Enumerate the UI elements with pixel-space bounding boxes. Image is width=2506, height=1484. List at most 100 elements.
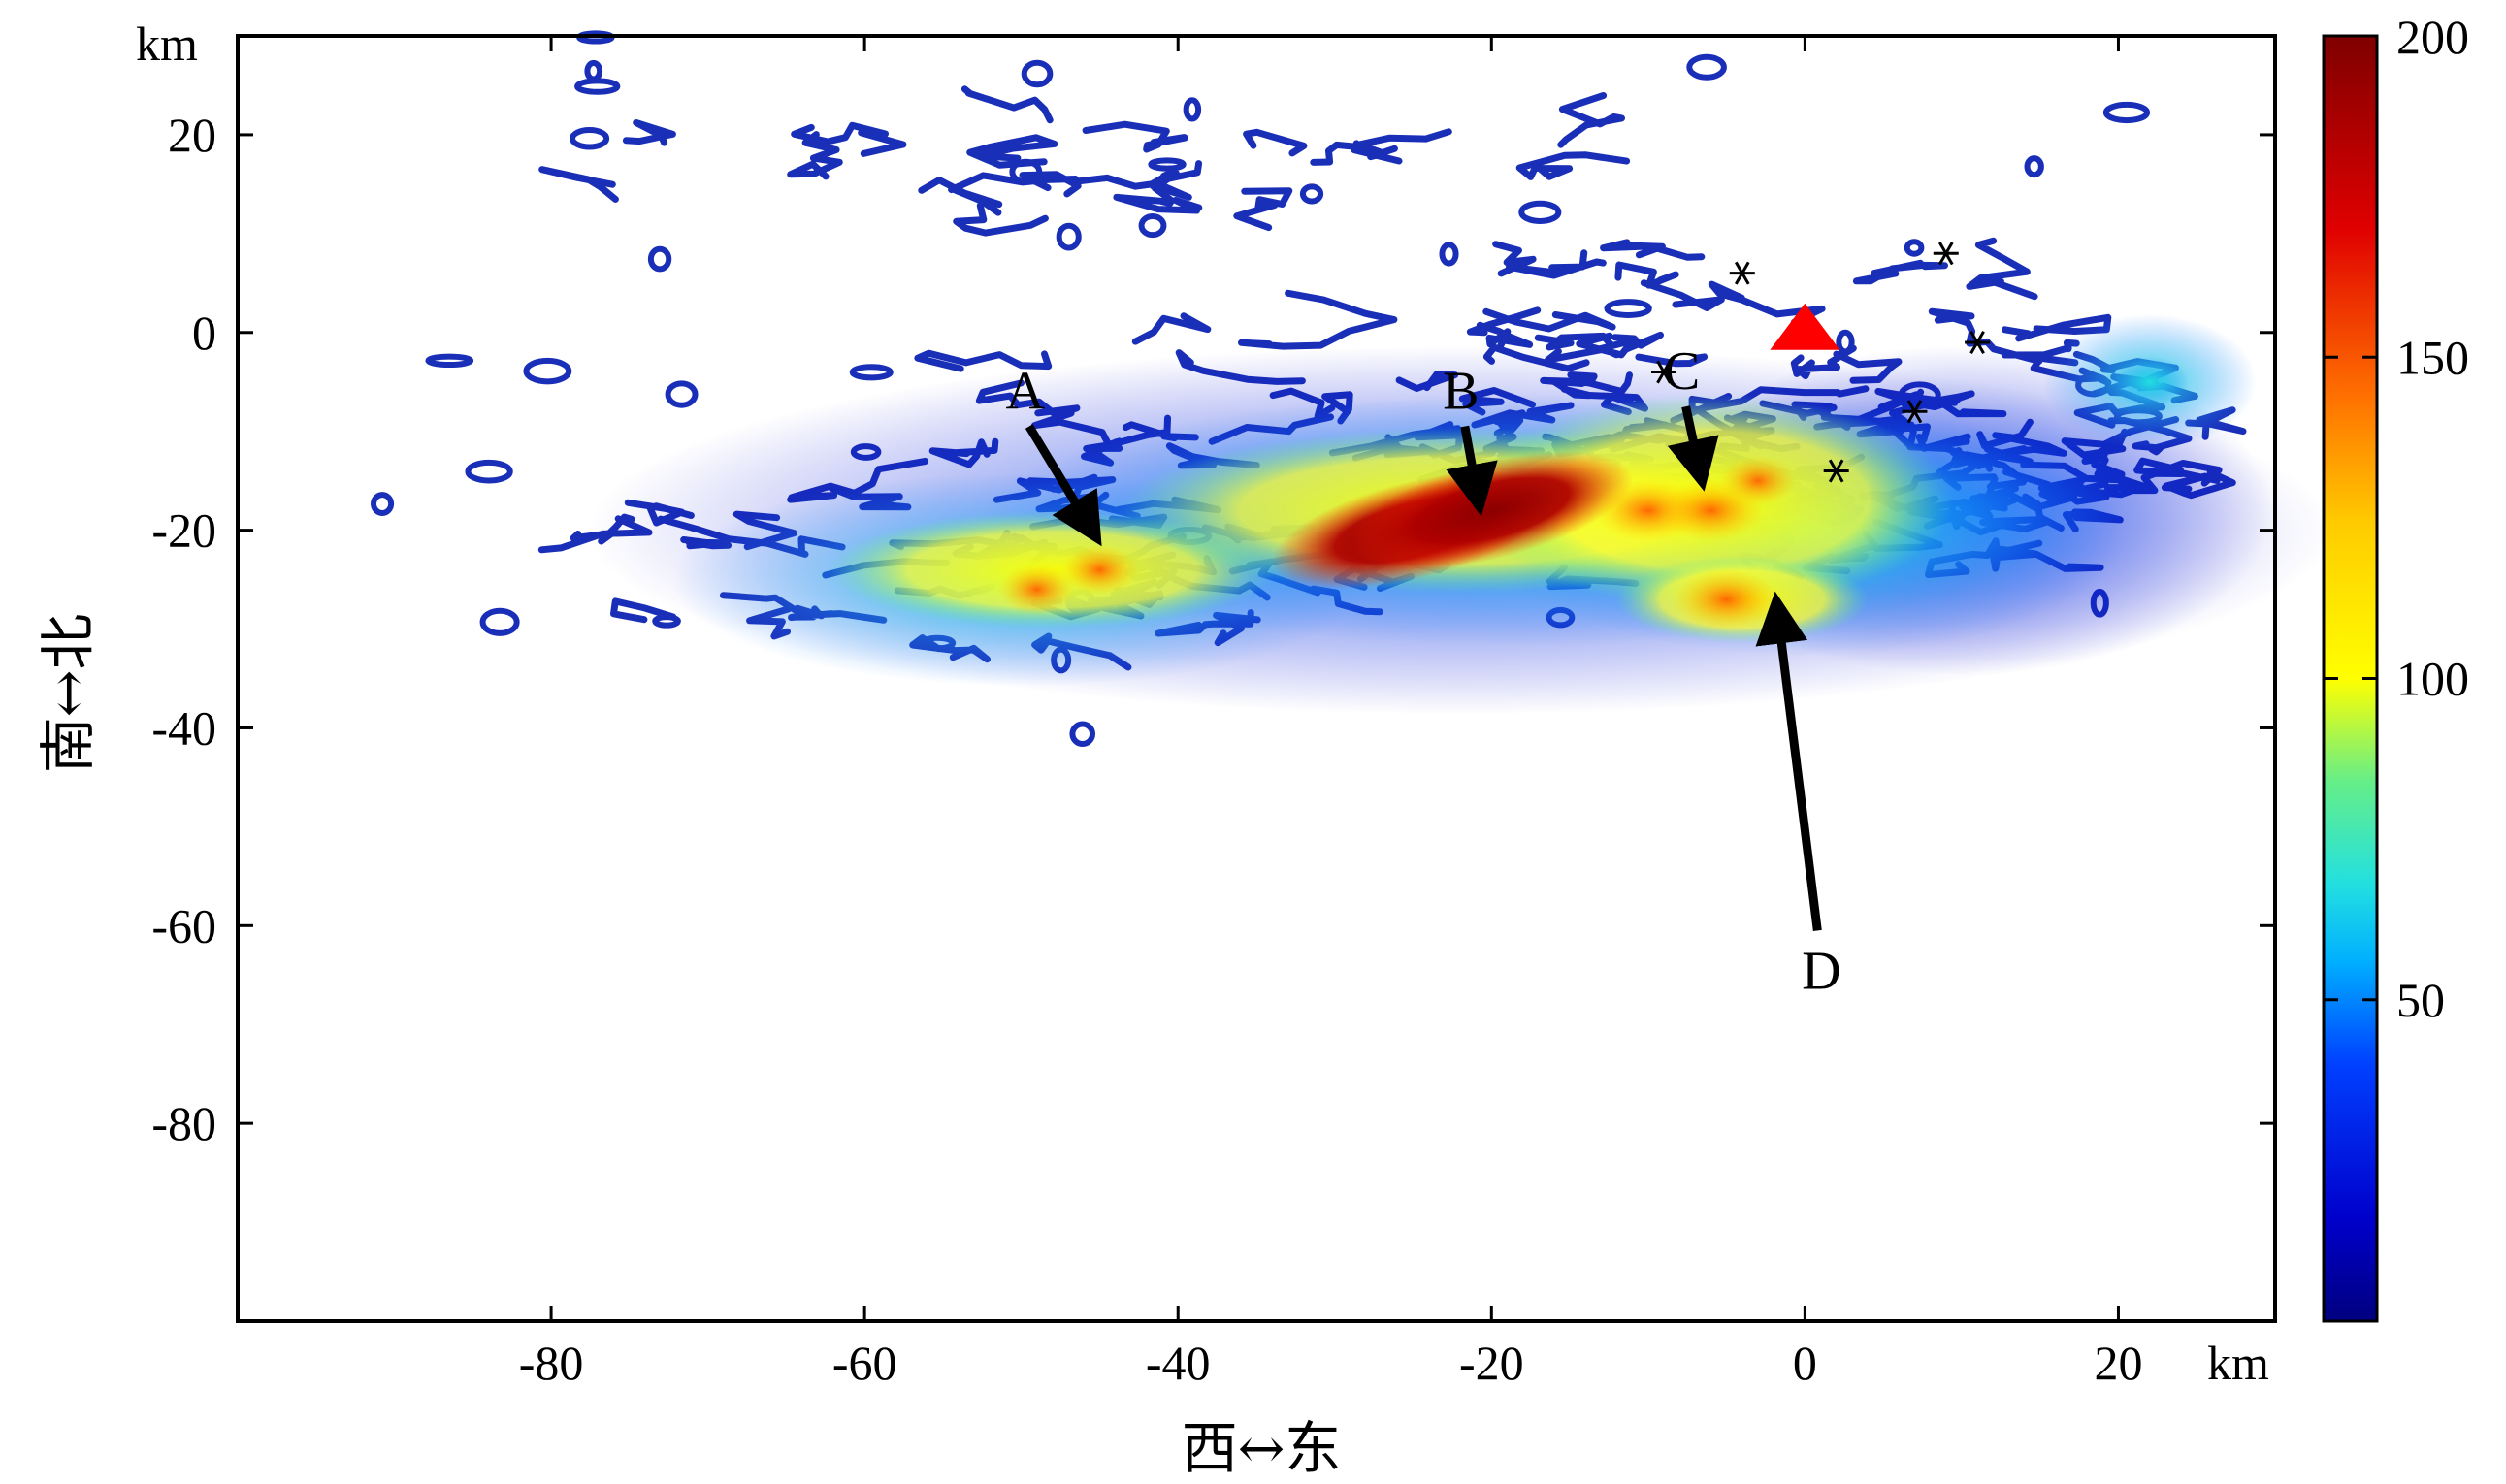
contour-line — [960, 85, 1054, 124]
y-tick-label: 20 — [168, 108, 216, 162]
star-marker — [1933, 242, 1959, 266]
contour-line — [914, 349, 1053, 372]
contour-line — [1476, 321, 1534, 349]
colorbar-tick-label: 200 — [2396, 10, 2469, 64]
contour-line — [1611, 331, 1664, 353]
contour-line — [1506, 249, 1607, 279]
contour-line — [1557, 92, 1625, 148]
annotation-label: B — [1443, 362, 1479, 422]
contour-line — [1515, 151, 1631, 180]
colorbar-tick-label: 100 — [2396, 652, 2469, 706]
x-tick-label: 20 — [2094, 1336, 2142, 1390]
contour-line — [1072, 168, 1177, 190]
plot-frame — [236, 34, 2277, 1323]
star-marker — [1651, 360, 1676, 384]
star-marker — [1965, 330, 1991, 354]
contour-loop — [849, 364, 894, 381]
x-tick-label: -20 — [1459, 1336, 1524, 1390]
star-marker — [1729, 261, 1755, 285]
y-tick-label: -60 — [151, 898, 216, 952]
contour-line — [1482, 307, 1616, 333]
annotation-arrow — [1446, 425, 1498, 517]
star-marker — [1902, 400, 1928, 424]
contour-line — [1233, 187, 1293, 232]
contour-loop — [1148, 157, 1187, 172]
star-marker-stroke — [1906, 400, 1923, 424]
annotation-arrow — [1755, 591, 1822, 931]
contour-line — [1466, 306, 1542, 337]
contour-line — [791, 121, 907, 157]
hotspot — [1060, 544, 1139, 596]
annotation-arrow — [1025, 424, 1102, 547]
annotation-label: C — [1664, 341, 1700, 402]
marker-layer — [1651, 242, 1991, 483]
contour-line — [1708, 280, 1826, 326]
contour-line — [918, 177, 1003, 216]
hotspot — [1718, 455, 1797, 506]
contour-line — [787, 131, 843, 180]
contour-loop — [665, 380, 699, 408]
star-marker-stroke — [1828, 459, 1844, 483]
y-axis-title: 南↔北 — [35, 614, 101, 774]
contour-loop — [1836, 329, 1855, 355]
x-tick-label: -60 — [832, 1336, 897, 1390]
contour-line — [1640, 279, 1725, 311]
contour-line — [1082, 120, 1188, 153]
contour-loop — [479, 607, 520, 636]
contour-loop — [1009, 158, 1043, 185]
contour-line — [953, 202, 1049, 237]
y-tick-label: -40 — [151, 700, 216, 755]
y-tick-label: 0 — [192, 306, 216, 360]
heatmap-layer — [371, 30, 2333, 747]
annotation-arrow — [1667, 405, 1719, 492]
y-tick-label: -80 — [151, 1096, 216, 1150]
contour-loop — [371, 492, 395, 516]
x-tick-label: -80 — [519, 1336, 584, 1390]
colorbar-ticks: 50 100 150 200 — [2324, 10, 2469, 1027]
y-axis: 20 0 -20 -40 -60 -80 — [151, 108, 2275, 1150]
contour-loop — [1021, 59, 1054, 88]
contour-loop — [574, 78, 621, 95]
contour-loop — [1069, 721, 1096, 747]
contour-line — [1600, 239, 1706, 261]
hotspot — [997, 564, 1076, 615]
star-marker-stroke — [1937, 242, 1954, 266]
contour-loop — [465, 459, 513, 484]
contour-line — [1310, 140, 1403, 166]
x-axis-unit: km — [2207, 1336, 2269, 1390]
contour-loop — [1056, 222, 1082, 251]
x-axis-title: 西↔东 — [1182, 1415, 1342, 1481]
hotspot — [2110, 356, 2189, 407]
contour-loop — [425, 353, 474, 368]
contour-line — [610, 597, 677, 624]
contour-loop — [1686, 53, 1727, 81]
contour-line — [966, 134, 1058, 169]
contour-line — [622, 119, 676, 146]
contour-loop — [1904, 239, 1925, 257]
contour-loop — [652, 614, 681, 629]
contour-loop — [1138, 212, 1167, 239]
contour-line — [1966, 237, 2038, 301]
contour-line — [1113, 184, 1203, 214]
colorbar-tick-label: 150 — [2396, 330, 2469, 384]
star-marker-stroke — [1734, 261, 1750, 285]
annotation-layer: A B C D — [1006, 341, 1841, 1001]
x-tick-label: -40 — [1146, 1336, 1211, 1390]
contour-loop — [523, 357, 572, 385]
contour-loop — [2102, 101, 2151, 124]
star-marker — [1823, 459, 1849, 483]
contour-loop — [1299, 183, 1324, 205]
station-triangle-marker — [1770, 303, 1840, 350]
contour-loop — [569, 127, 610, 150]
contour-line — [1614, 261, 1679, 289]
star-marker-stroke — [1969, 330, 1985, 354]
contour-loop — [2024, 155, 2044, 178]
hotspot — [1673, 567, 1780, 630]
x-axis: -80 -60 -40 -20 0 20 — [519, 36, 2142, 1390]
contour-loop — [1518, 200, 1562, 224]
contour-line — [1852, 259, 1948, 285]
star-marker-stroke — [1656, 360, 1672, 384]
contour-line — [1492, 241, 1537, 277]
contour-line — [1238, 289, 1398, 350]
